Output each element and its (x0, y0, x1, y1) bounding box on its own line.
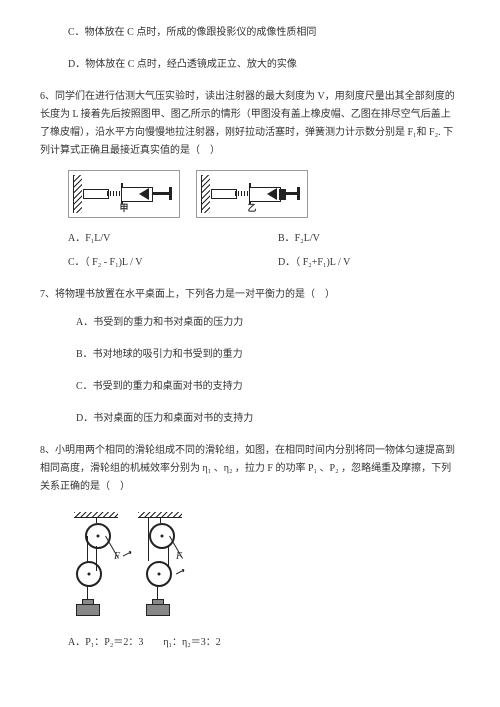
q5-option-d: D．物体放在 C 点时，经凸透镜成正立、放大的实像 (68, 56, 460, 74)
q7-option-d: D．书对桌面的压力和桌面对书的支持力 (76, 410, 460, 428)
q6-figure-right: 乙 (196, 170, 308, 218)
q7-option-a: A．书受到的重力和书对桌面的压力力 (76, 314, 460, 332)
q6-stem: 6、同学们在进行估测大气压实验时，读出注射器的最大刻度为 V，用刻度尺量出其全部… (40, 88, 460, 160)
q6-figure-right-label: 乙 (197, 200, 307, 216)
q6-figure-left-label: 甲 (69, 200, 179, 216)
q7-option-b: B．书对地球的吸引力和书受到的重力 (76, 346, 460, 364)
q6-option-d: D．（ F₂+F₁)L / V (278, 254, 350, 272)
q8-figure: F F (68, 506, 460, 624)
q7-stem: 7、将物理书放置在水平桌面上，下列各力是一对平衡力的是（ ） (40, 286, 460, 304)
q6-option-c: C．（ F₂ - F₁)L / V (68, 254, 278, 272)
q6-option-a: A．F₁L/V (68, 230, 278, 248)
q8-option-a: A．P₁：P₂＝2：3 η₁：η₂＝3：2 (68, 634, 460, 652)
q8-stem: 8、小明用两个相同的滑轮组成不同的滑轮组，如图，在相同时间内分别将同一物体匀速提… (40, 442, 460, 496)
q6-figure-left: 甲 (68, 170, 180, 218)
q8-force-label-2: F (176, 548, 194, 584)
q6-option-b: B．F₂L/V (278, 230, 320, 248)
q5-option-c: C．物体放在 C 点时，所成的像跟投影仪的成像性质相同 (68, 24, 460, 42)
q6-figure: 甲 乙 (68, 170, 460, 218)
q7-option-c: C．书受到的重力和桌面对书的支持力 (76, 378, 460, 396)
q8-force-label-1: F (114, 548, 133, 566)
